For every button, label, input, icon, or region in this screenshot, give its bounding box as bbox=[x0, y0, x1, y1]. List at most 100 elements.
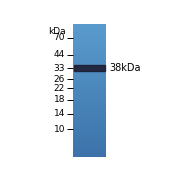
Bar bbox=[73, 122, 105, 123]
Bar bbox=[73, 138, 105, 139]
Bar bbox=[73, 104, 105, 105]
Bar bbox=[73, 44, 105, 45]
Bar bbox=[73, 132, 105, 133]
Bar bbox=[73, 43, 105, 44]
Bar bbox=[73, 78, 105, 79]
Bar bbox=[73, 124, 105, 125]
Bar bbox=[73, 90, 105, 91]
Bar bbox=[73, 145, 105, 146]
Bar bbox=[73, 32, 105, 33]
Bar bbox=[73, 37, 105, 38]
Bar bbox=[73, 42, 105, 43]
Bar bbox=[73, 146, 105, 147]
Bar bbox=[73, 89, 105, 90]
Bar bbox=[73, 74, 105, 75]
Bar bbox=[73, 83, 105, 84]
Bar bbox=[73, 151, 105, 152]
Bar bbox=[73, 111, 105, 112]
Bar bbox=[73, 135, 105, 136]
Bar bbox=[73, 102, 105, 103]
Bar bbox=[73, 55, 105, 57]
Bar bbox=[73, 147, 105, 148]
Text: 18: 18 bbox=[53, 95, 65, 104]
Bar bbox=[73, 34, 105, 35]
Text: 33: 33 bbox=[53, 64, 65, 73]
Bar bbox=[73, 26, 105, 27]
Bar bbox=[73, 73, 105, 74]
Bar bbox=[73, 131, 105, 132]
Bar bbox=[73, 75, 105, 76]
Bar bbox=[73, 94, 105, 95]
Bar bbox=[73, 115, 105, 116]
Bar bbox=[73, 126, 105, 127]
Bar bbox=[73, 63, 105, 64]
Bar bbox=[73, 57, 105, 58]
Bar bbox=[73, 72, 105, 73]
Bar bbox=[73, 150, 105, 151]
Bar bbox=[73, 98, 105, 99]
Bar bbox=[73, 144, 105, 145]
Bar bbox=[73, 69, 105, 70]
Bar bbox=[73, 114, 105, 115]
Bar bbox=[74, 65, 105, 71]
Bar bbox=[73, 106, 105, 107]
Bar bbox=[73, 134, 105, 135]
Bar bbox=[73, 66, 105, 68]
Bar bbox=[73, 59, 105, 60]
Bar bbox=[73, 53, 105, 54]
Text: kDa: kDa bbox=[48, 27, 66, 36]
Bar bbox=[73, 105, 105, 106]
Bar bbox=[73, 49, 105, 50]
Bar bbox=[73, 152, 105, 153]
Bar bbox=[73, 81, 105, 82]
Bar bbox=[73, 86, 105, 88]
Bar bbox=[73, 28, 105, 29]
Bar bbox=[73, 80, 105, 81]
Bar bbox=[73, 38, 105, 39]
Bar bbox=[73, 47, 105, 48]
Bar bbox=[73, 35, 105, 37]
Bar bbox=[73, 45, 105, 47]
Bar bbox=[73, 85, 105, 86]
Text: 14: 14 bbox=[54, 109, 65, 118]
Bar bbox=[73, 33, 105, 34]
Bar bbox=[73, 100, 105, 101]
Bar bbox=[73, 27, 105, 28]
Bar bbox=[73, 155, 105, 156]
Bar bbox=[73, 141, 105, 142]
Bar bbox=[73, 116, 105, 118]
Bar bbox=[73, 139, 105, 140]
Bar bbox=[73, 79, 105, 80]
Bar bbox=[73, 76, 105, 78]
Bar bbox=[73, 41, 105, 42]
Bar bbox=[73, 96, 105, 98]
Bar bbox=[73, 58, 105, 59]
Bar bbox=[73, 130, 105, 131]
Bar bbox=[73, 120, 105, 121]
Bar bbox=[73, 129, 105, 130]
Bar bbox=[73, 136, 105, 138]
Bar bbox=[73, 30, 105, 31]
Bar bbox=[73, 60, 105, 61]
Bar bbox=[73, 112, 105, 113]
Bar bbox=[73, 99, 105, 100]
Bar bbox=[73, 154, 105, 155]
Bar bbox=[73, 84, 105, 85]
Bar bbox=[73, 51, 105, 52]
Bar bbox=[73, 82, 105, 83]
Bar bbox=[73, 113, 105, 114]
Bar bbox=[73, 140, 105, 141]
Bar bbox=[73, 64, 105, 65]
Text: 44: 44 bbox=[54, 50, 65, 59]
Bar bbox=[73, 133, 105, 134]
Bar bbox=[73, 70, 105, 71]
Bar bbox=[73, 103, 105, 104]
Bar bbox=[73, 88, 105, 89]
Bar bbox=[73, 148, 105, 150]
Bar bbox=[73, 127, 105, 129]
Bar bbox=[73, 93, 105, 94]
Bar bbox=[73, 31, 105, 32]
Bar bbox=[73, 143, 105, 144]
Bar bbox=[73, 110, 105, 111]
Bar bbox=[73, 119, 105, 120]
